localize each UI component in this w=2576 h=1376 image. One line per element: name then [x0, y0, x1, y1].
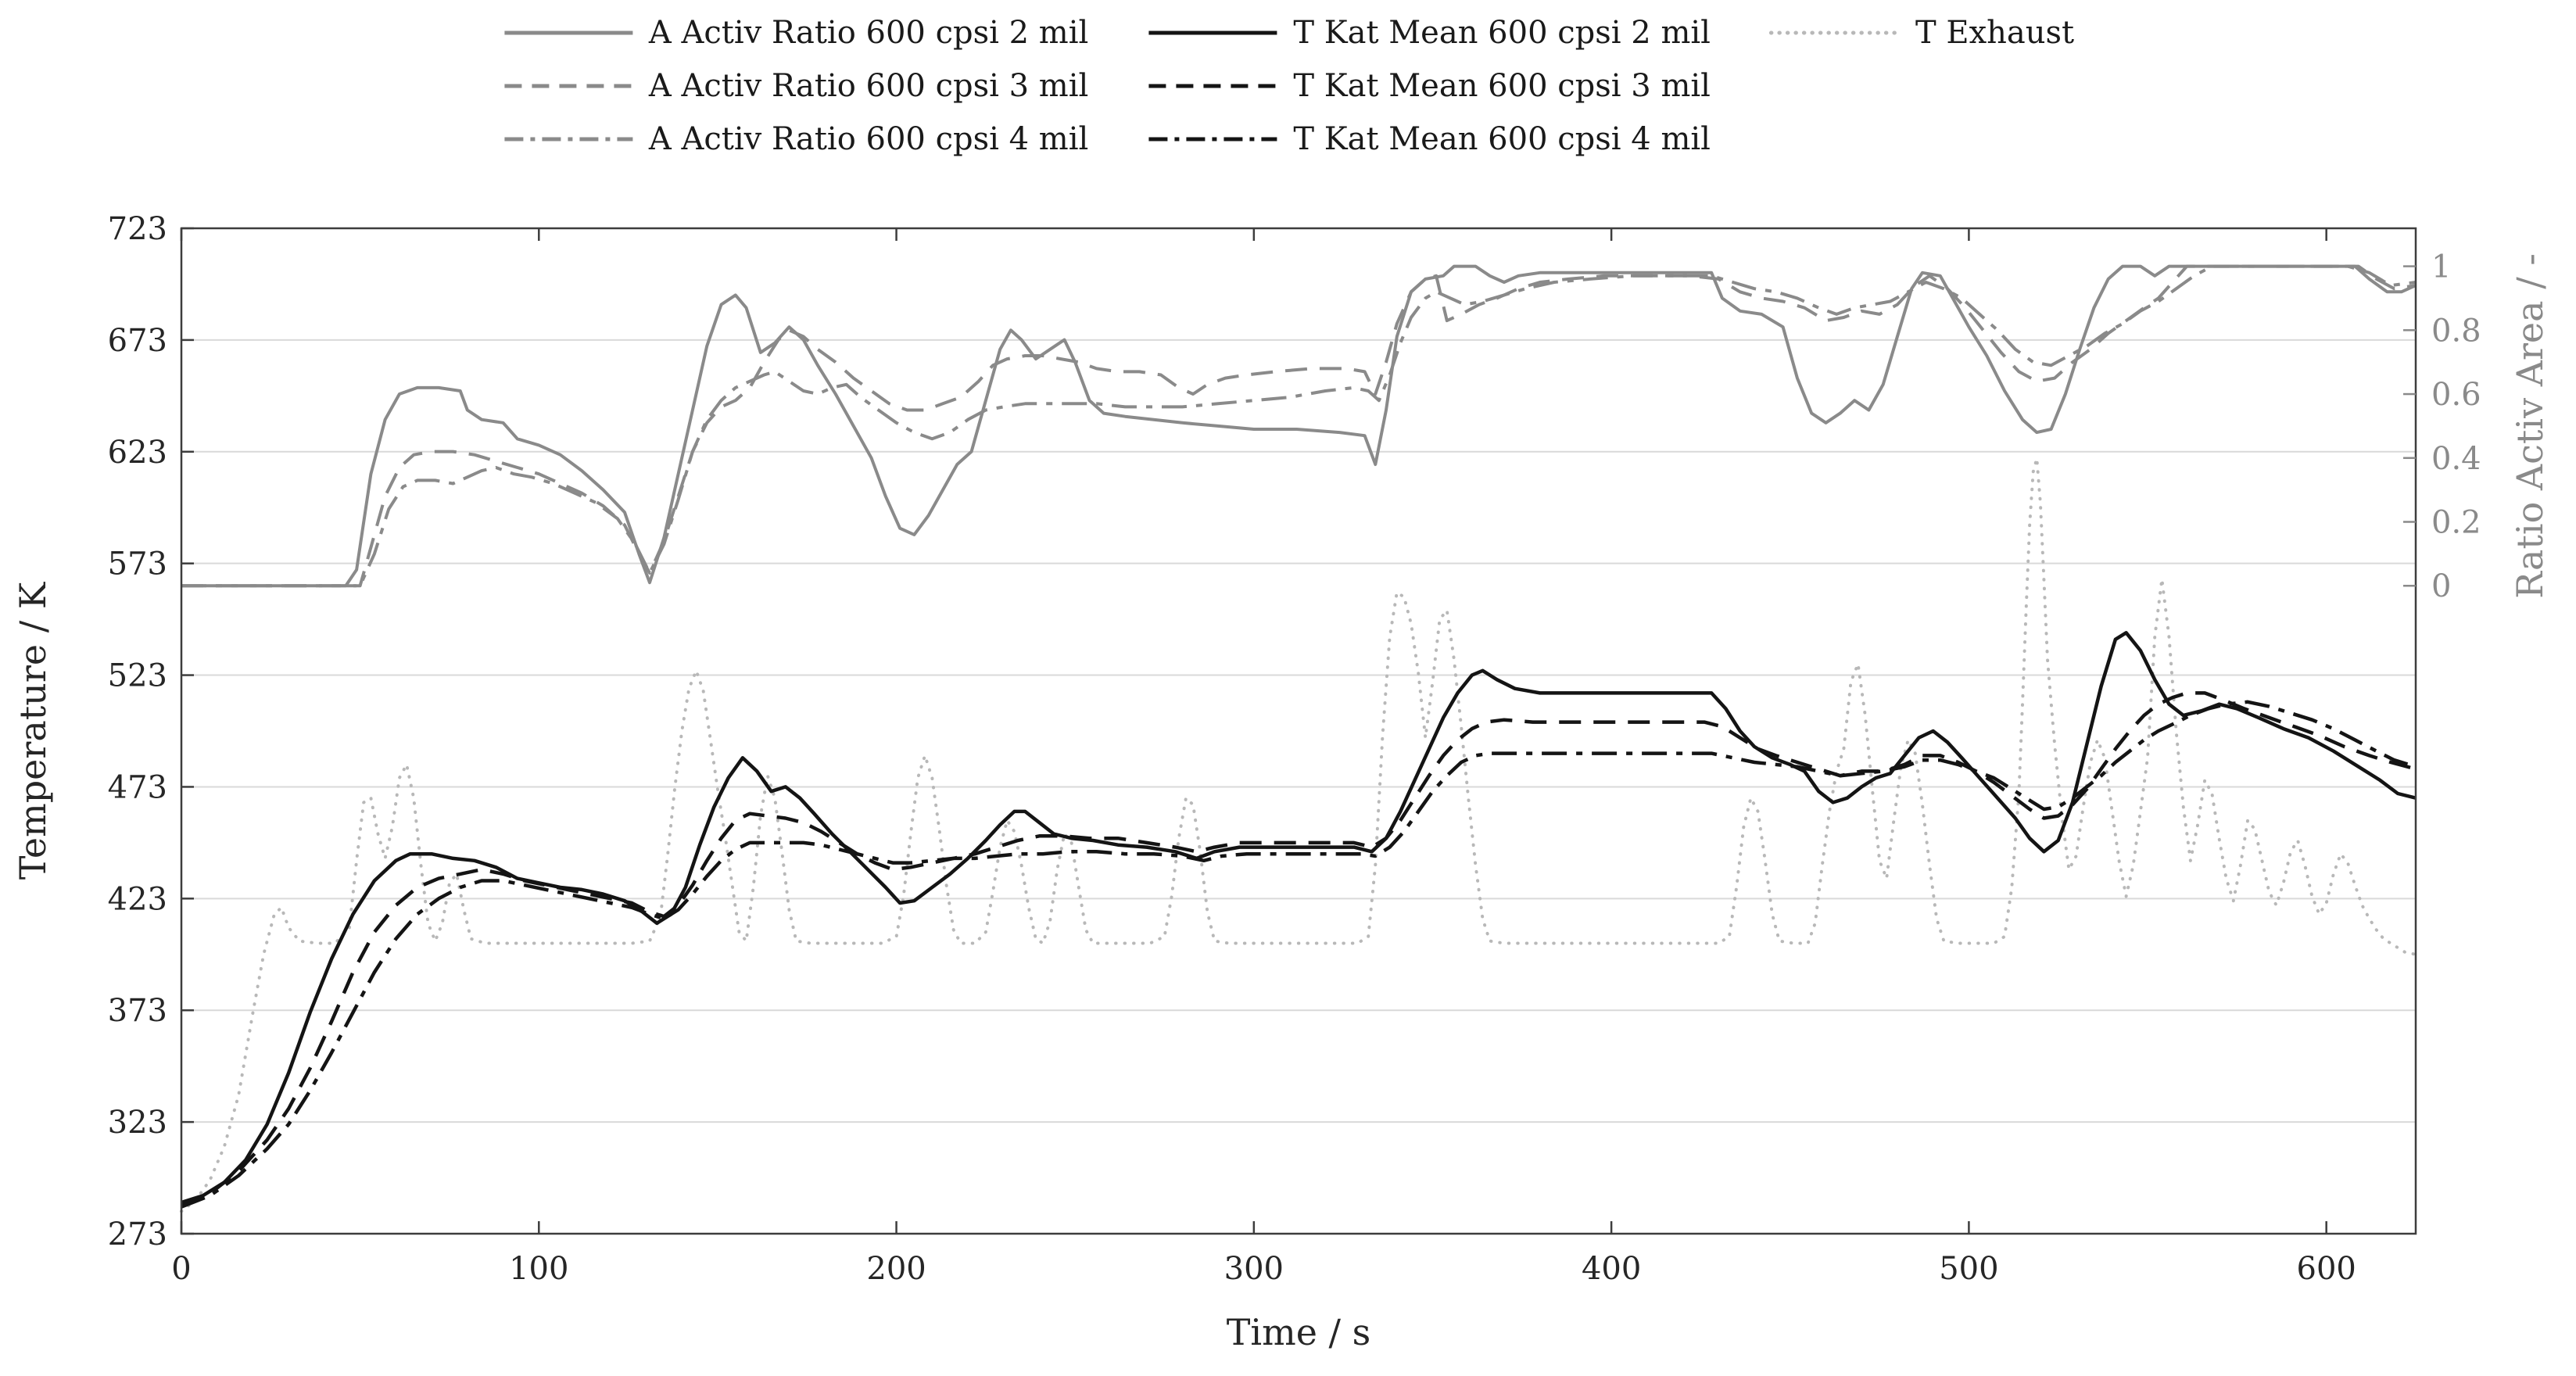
- y-left-tick-label: 423: [108, 881, 167, 917]
- x-tick-label: 500: [1939, 1251, 1998, 1287]
- y-right-tick-label: 0.6: [2431, 377, 2481, 413]
- legend-item: A Activ Ratio 600 cpsi 4 mil: [502, 119, 1088, 159]
- y-left-tick-label: 523: [108, 658, 167, 694]
- legend-label: A Activ Ratio 600 cpsi 2 mil: [648, 15, 1089, 51]
- legend-column-activ-ratio: A Activ Ratio 600 cpsi 2 mil A Activ Rat…: [502, 13, 1088, 159]
- legend-label: T Kat Mean 600 cpsi 4 mil: [1293, 121, 1711, 157]
- series-line-4: [181, 691, 2417, 1206]
- x-axis-label: Time / s: [1227, 1311, 1371, 1353]
- y-left-tick-label: 373: [108, 993, 167, 1029]
- legend: A Activ Ratio 600 cpsi 2 mil A Activ Rat…: [502, 13, 2074, 159]
- y-left-tick-label: 573: [108, 546, 167, 582]
- legend-line-icon: [1148, 84, 1277, 88]
- series-line-0: [181, 264, 2417, 588]
- y-left-axis-label: Temperature / K: [12, 581, 54, 880]
- series-line-1: [181, 264, 2417, 588]
- legend-item: T Kat Mean 600 cpsi 4 mil: [1146, 119, 1711, 159]
- axes-box: [180, 227, 2417, 1235]
- x-tick-label: 0: [171, 1251, 191, 1287]
- x-tick-label: 400: [1582, 1251, 1641, 1287]
- legend-line-icon: [1148, 137, 1277, 142]
- legend-line-icon: [503, 84, 632, 88]
- legend-line-icon: [503, 30, 632, 35]
- legend-line-icon: [1768, 30, 1901, 35]
- legend-column-t-kat: T Kat Mean 600 cpsi 2 mil T Kat Mean 600…: [1146, 13, 1711, 159]
- y-left-tick-label: 673: [108, 323, 167, 359]
- y-left-tick-label: 623: [108, 435, 167, 471]
- legend-column-exhaust: T Exhaust: [1768, 13, 2074, 53]
- x-tick-label: 200: [866, 1251, 926, 1287]
- y-left-tick-label: 723: [108, 211, 167, 247]
- y-right-tick-label: 1: [2431, 249, 2451, 285]
- legend-label: T Kat Mean 600 cpsi 2 mil: [1293, 15, 1711, 51]
- legend-line-icon: [503, 137, 632, 142]
- y-right-tick-label: 0.2: [2431, 505, 2481, 541]
- legend-label: T Exhaust: [1915, 15, 2075, 51]
- y-left-tick-label: 473: [108, 769, 167, 805]
- legend-line-icon: [1148, 30, 1277, 35]
- legend-label: A Activ Ratio 600 cpsi 3 mil: [648, 68, 1089, 104]
- legend-item: T Exhaust: [1768, 13, 2074, 53]
- series-line-2: [181, 264, 2417, 588]
- x-tick-label: 300: [1224, 1251, 1284, 1287]
- y-left-tick-label: 273: [108, 1217, 167, 1252]
- y-right-tick-label: 0.8: [2431, 313, 2481, 349]
- legend-item: A Activ Ratio 600 cpsi 3 mil: [502, 66, 1088, 106]
- y-right-tick-label: 0.4: [2431, 441, 2481, 477]
- legend-item: A Activ Ratio 600 cpsi 2 mil: [502, 13, 1088, 53]
- legend-label: T Kat Mean 600 cpsi 3 mil: [1293, 68, 1711, 104]
- x-tick-label: 100: [509, 1251, 568, 1287]
- legend-item: T Kat Mean 600 cpsi 2 mil: [1146, 13, 1711, 53]
- y-right-axis-label: Ratio Activ Area / -: [2509, 253, 2551, 599]
- x-tick-label: 600: [2297, 1251, 2356, 1287]
- legend-item: T Kat Mean 600 cpsi 3 mil: [1146, 66, 1711, 106]
- series-line-6: [180, 457, 2417, 1213]
- legend-label: A Activ Ratio 600 cpsi 4 mil: [648, 121, 1089, 157]
- series-line-3: [181, 631, 2417, 1205]
- y-right-tick-label: 0: [2431, 568, 2451, 604]
- y-left-tick-label: 323: [108, 1105, 167, 1141]
- series-line-5: [181, 700, 2417, 1209]
